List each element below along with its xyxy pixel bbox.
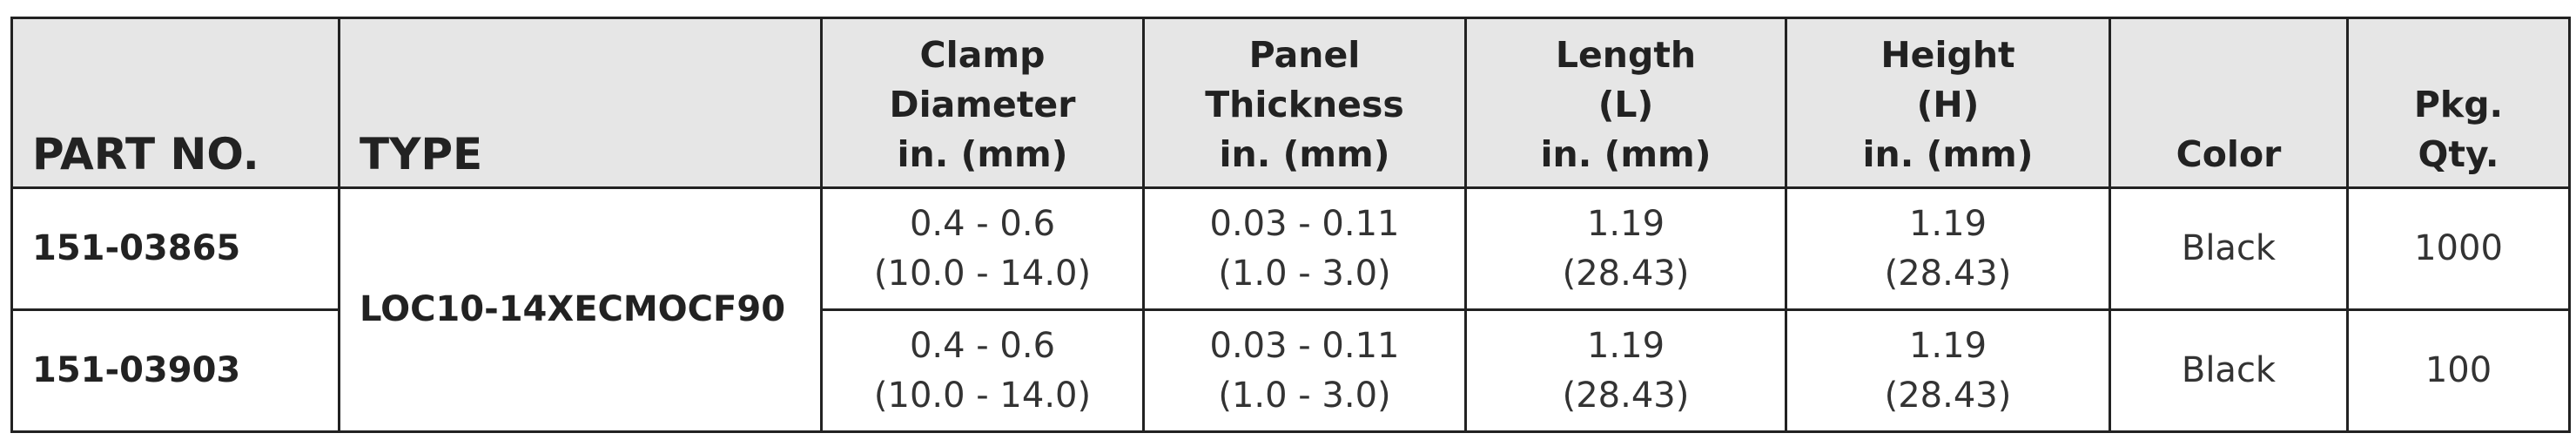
spec-cell: 1.19 (28.43) bbox=[1785, 186, 2111, 311]
cell-line: Black bbox=[2181, 228, 2277, 268]
cell-line: 1.19 bbox=[1586, 203, 1665, 244]
cell-line: in. (mm) bbox=[1862, 133, 2034, 175]
cell-line: (L) bbox=[1597, 84, 1654, 125]
spec-cell: 1.19 (28.43) bbox=[1464, 308, 1787, 433]
spec-cell: 0.4 - 0.6 (10.0 - 14.0) bbox=[820, 186, 1145, 311]
cell-line: 1000 bbox=[2414, 228, 2503, 268]
column-header: PART NO. bbox=[10, 17, 340, 189]
cell-line: Length bbox=[1555, 34, 1697, 76]
header-row: PART NO. TYPE Clamp Diameter in. (mm) Panel Th… bbox=[10, 17, 2571, 189]
type: LOC10-14XECMOCF90 bbox=[338, 186, 823, 433]
cell-line: 0.03 - 0.11 bbox=[1209, 325, 1400, 366]
spec-cell: 0.4 - 0.6 (10.0 - 14.0) bbox=[820, 308, 1145, 433]
cell-line: 1.19 bbox=[1908, 325, 1987, 366]
cell-line: Color bbox=[2176, 133, 2282, 175]
cell-line: 1.19 bbox=[1586, 325, 1665, 366]
cell-line: Black bbox=[2181, 350, 2277, 390]
spec-cell: Black bbox=[2109, 186, 2349, 311]
cell-line: 100 bbox=[2425, 350, 2492, 390]
column-header: Pkg. Qty. bbox=[2346, 17, 2571, 189]
cell-line: TYPE bbox=[360, 129, 483, 179]
cell-line: (1.0 - 3.0) bbox=[1218, 253, 1391, 294]
cell-line: (28.43) bbox=[1562, 253, 1690, 294]
cell-line: 0.4 - 0.6 bbox=[909, 203, 1056, 244]
cell-line: (H) bbox=[1916, 84, 1980, 125]
cell-line: Clamp bbox=[919, 34, 1046, 76]
cell-line: (28.43) bbox=[1884, 253, 2012, 294]
data-row: 151-03865 LOC10-14XECMOCF90 0.4 - 0.6 (10.0… bbox=[10, 186, 2571, 433]
cell-line: (28.43) bbox=[1562, 375, 1690, 416]
spec-cell: 1.19 (28.43) bbox=[1785, 308, 2111, 433]
column-header: TYPE bbox=[338, 17, 823, 189]
part-number: 151-03903 bbox=[10, 308, 340, 433]
column-header: Panel Thickness in. (mm) bbox=[1142, 17, 1467, 189]
spec-cell: 1000 bbox=[2346, 186, 2571, 311]
cell-line: (10.0 - 14.0) bbox=[873, 253, 1092, 294]
cell-line: in. (mm) bbox=[1219, 133, 1390, 175]
cell-line: Panel bbox=[1248, 34, 1361, 76]
cell-line: Diameter bbox=[889, 84, 1076, 125]
spec-cell: 100 bbox=[2346, 308, 2571, 433]
cell-line: Height bbox=[1880, 34, 2015, 76]
cell-line: (1.0 - 3.0) bbox=[1218, 375, 1391, 416]
cell-line: (10.0 - 14.0) bbox=[873, 375, 1092, 416]
cell-line: 1.19 bbox=[1908, 203, 1987, 244]
cell-line: (28.43) bbox=[1884, 375, 2012, 416]
spec-cell: Black bbox=[2109, 308, 2349, 433]
cell-line: in. (mm) bbox=[1540, 133, 1712, 175]
cell-line: Thickness bbox=[1205, 84, 1404, 125]
column-header: Color bbox=[2109, 17, 2349, 189]
data-row: 151-03903 0.4 - 0.6 (10.0 - 14.0) 0.03 - 0.… bbox=[10, 308, 2571, 433]
column-header: Length (L) in. (mm) bbox=[1464, 17, 1787, 189]
cell-line: in. (mm) bbox=[897, 133, 1068, 175]
cell-line: 0.03 - 0.11 bbox=[1209, 203, 1400, 244]
cell-line: PART NO. bbox=[32, 129, 259, 179]
part-number: 151-03865 bbox=[10, 186, 340, 311]
column-header: Clamp Diameter in. (mm) bbox=[820, 17, 1145, 189]
spec-cell: 0.03 - 0.11 (1.0 - 3.0) bbox=[1142, 308, 1467, 433]
column-header: Height (H) in. (mm) bbox=[1785, 17, 2111, 189]
cell-line: Qty. bbox=[2418, 133, 2499, 175]
cell-line: Pkg. bbox=[2413, 84, 2504, 125]
spec-cell: 1.19 (28.43) bbox=[1464, 186, 1787, 311]
cell-line: 0.4 - 0.6 bbox=[909, 325, 1056, 366]
spec-cell: 0.03 - 0.11 (1.0 - 3.0) bbox=[1142, 186, 1467, 311]
spec-table: PART NO. TYPE Clamp Diameter in. (mm) Panel Th… bbox=[10, 17, 2571, 433]
